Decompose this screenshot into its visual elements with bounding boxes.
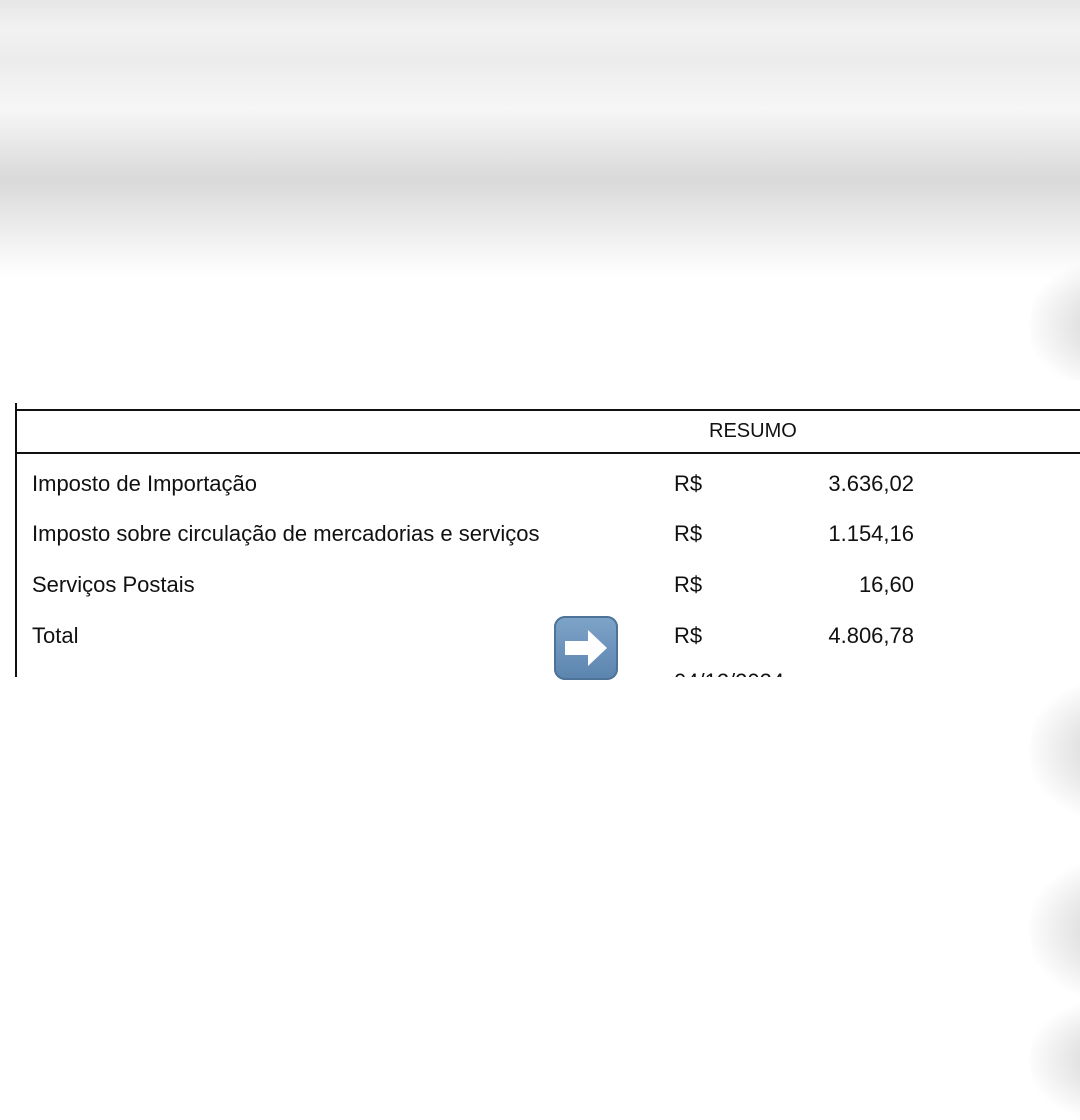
date-text: 04/12/2024 (674, 669, 784, 677)
table-border-top (16, 409, 1080, 411)
row-label: Imposto de Importação (32, 471, 258, 496)
row-value: 1.154,16 (828, 521, 914, 546)
resumo-table: RESUMO Imposto de Importação R$ 3.636,02… (0, 380, 1080, 677)
blurred-background-top (0, 0, 1080, 280)
row-value: 3.636,02 (828, 471, 914, 496)
table-row: Serviços Postais R$ 16,60 (0, 572, 1080, 602)
row-label: Total (32, 623, 79, 648)
table-header-divider (16, 452, 1080, 454)
row-currency: R$ (674, 623, 703, 648)
blurred-shadow (1030, 860, 1080, 1000)
row-value: 4.806,78 (828, 623, 914, 648)
table-border-left (15, 403, 17, 677)
blurred-shadow (1030, 680, 1080, 820)
row-label: Imposto sobre circulação de mercadorias … (32, 521, 540, 546)
table-row-total: Total R$ 4.806,78 (0, 623, 1080, 653)
row-label: Serviços Postais (32, 572, 195, 597)
row-currency: R$ (674, 521, 703, 546)
row-currency: R$ (674, 572, 703, 597)
table-row: Imposto sobre circulação de mercadorias … (0, 521, 1080, 551)
right-arrow-icon (554, 616, 618, 680)
table-row: Imposto de Importação R$ 3.636,02 (0, 471, 1080, 501)
row-value: 16,60 (858, 572, 914, 597)
row-currency: R$ (674, 471, 703, 496)
blurred-shadow (1030, 1000, 1080, 1120)
date-partial: 04/12/2024 (674, 669, 874, 677)
table-title: RESUMO (709, 420, 797, 442)
